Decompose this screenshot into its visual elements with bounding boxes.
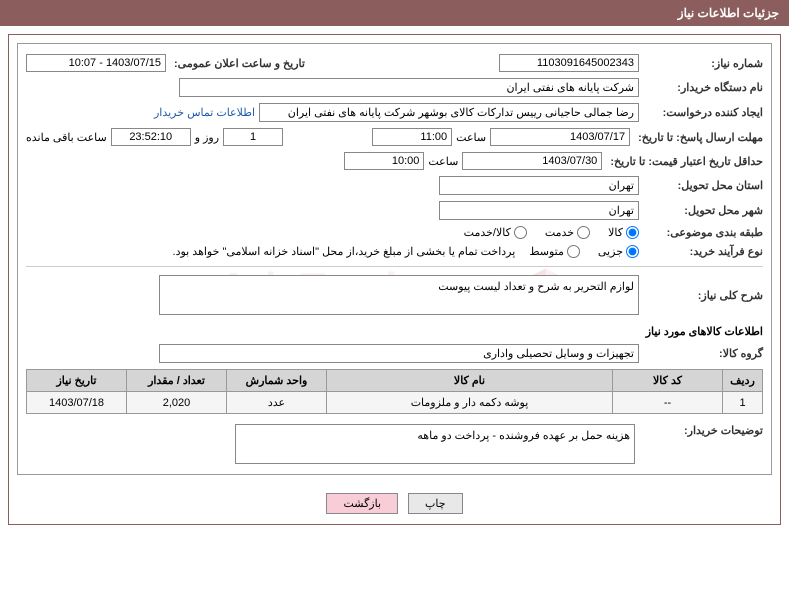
cell-code: -- (613, 392, 723, 414)
process-radio-group: جزیی متوسط (529, 245, 639, 258)
buyer-contact-link[interactable]: اطلاعات تماس خریدار (154, 106, 255, 119)
radio-both-input[interactable] (514, 226, 527, 239)
city-value: تهران (439, 201, 639, 220)
treasury-note: پرداخت تمام یا بخشی از مبلغ خرید،از محل … (173, 245, 526, 258)
remaining-label: ساعت باقی مانده (26, 131, 107, 144)
row-process: نوع فرآیند خرید: جزیی متوسط پرداخت تمام … (26, 245, 763, 258)
countdown-timer: 23:52:10 (111, 128, 191, 146)
announce-label: تاریخ و ساعت اعلان عمومی: (170, 57, 305, 70)
radio-medium[interactable]: متوسط (529, 245, 580, 258)
province-value: تهران (439, 176, 639, 195)
deadline-date: 1403/07/17 (490, 128, 630, 146)
back-button[interactable]: بازگشت (326, 493, 398, 514)
validity-time: 10:00 (344, 152, 424, 170)
page-header: جزئیات اطلاعات نیاز (0, 0, 789, 26)
need-no-label: شماره نیاز: (643, 57, 763, 70)
buyer-org-value: شرکت پایانه های نفتی ایران (179, 78, 639, 97)
row-city: شهر محل تحویل: تهران (26, 201, 763, 220)
radio-goods-input[interactable] (626, 226, 639, 239)
row-province: استان محل تحویل: تهران (26, 176, 763, 195)
days-and-label: روز و (195, 131, 219, 144)
row-requester: ایجاد کننده درخواست: رضا جمالی حاجیانی ر… (26, 103, 763, 122)
deadline-label: مهلت ارسال پاسخ: تا تاریخ: (634, 131, 763, 144)
group-label: گروه کالا: (643, 347, 763, 360)
cell-row: 1 (723, 392, 763, 414)
radio-service[interactable]: خدمت (545, 226, 590, 239)
validity-date: 1403/07/30 (462, 152, 602, 170)
row-remarks: توضیحات خریدار: هزینه حمل بر عهده فروشند… (26, 424, 763, 464)
radio-both[interactable]: کالا/خدمت (464, 226, 527, 239)
time-label-1: ساعت (456, 131, 486, 144)
validity-label: حداقل تاریخ اعتبار قیمت: تا تاریخ: (606, 155, 763, 168)
general-desc-value: لوازم التحریر به شرح و تعداد لیست پیوست (159, 275, 639, 315)
row-validity: حداقل تاریخ اعتبار قیمت: تا تاریخ: 1403/… (26, 152, 763, 170)
row-deadline: مهلت ارسال پاسخ: تا تاریخ: 1403/07/17 سا… (26, 128, 763, 146)
province-label: استان محل تحویل: (643, 179, 763, 192)
table-header-row: ردیف کد کالا نام کالا واحد شمارش تعداد /… (27, 370, 763, 392)
cell-name: پوشه دکمه دار و ملزومات (327, 392, 613, 414)
process-label: نوع فرآیند خرید: (643, 245, 763, 258)
radio-service-input[interactable] (577, 226, 590, 239)
table-row: 1 -- پوشه دکمه دار و ملزومات عدد 2,020 1… (27, 392, 763, 414)
radio-partial[interactable]: جزیی (598, 245, 639, 258)
radio-medium-input[interactable] (567, 245, 580, 258)
th-row: ردیف (723, 370, 763, 392)
deadline-time: 11:00 (372, 128, 452, 146)
remarks-value: هزینه حمل بر عهده فروشنده - پرداخت دو ما… (235, 424, 635, 464)
details-panel: AriaTender.net شماره نیاز: 1103091645002… (17, 43, 772, 475)
requester-value: رضا جمالی حاجیانی رییس تدارکات کالای بوش… (259, 103, 639, 122)
days-remaining: 1 (223, 128, 283, 146)
outer-frame: AriaTender.net شماره نیاز: 1103091645002… (8, 34, 781, 525)
category-radio-group: کالا خدمت کالا/خدمت (464, 226, 639, 239)
th-unit: واحد شمارش (227, 370, 327, 392)
page-title: جزئیات اطلاعات نیاز (678, 6, 779, 20)
items-table: ردیف کد کالا نام کالا واحد شمارش تعداد /… (26, 369, 763, 414)
need-no-value: 1103091645002343 (499, 54, 639, 72)
general-desc-label: شرح کلی نیاز: (643, 289, 763, 302)
th-qty: تعداد / مقدار (127, 370, 227, 392)
items-section-title: اطلاعات کالاهای مورد نیاز (26, 325, 763, 338)
radio-partial-input[interactable] (626, 245, 639, 258)
th-date: تاریخ نیاز (27, 370, 127, 392)
row-general-desc: شرح کلی نیاز: لوازم التحریر به شرح و تعد… (26, 275, 763, 315)
time-label-2: ساعت (428, 155, 458, 168)
th-name: نام کالا (327, 370, 613, 392)
th-code: کد کالا (613, 370, 723, 392)
print-button[interactable]: چاپ (408, 493, 463, 514)
remarks-label: توضیحات خریدار: (643, 424, 763, 437)
group-value: تجهیزات و وسایل تحصیلی واداری (159, 344, 639, 363)
button-row: چاپ بازگشت (9, 483, 780, 524)
radio-goods[interactable]: کالا (608, 226, 639, 239)
cell-date: 1403/07/18 (27, 392, 127, 414)
cell-unit: عدد (227, 392, 327, 414)
buyer-org-label: نام دستگاه خریدار: (643, 81, 763, 94)
row-buyer-org: نام دستگاه خریدار: شرکت پایانه های نفتی … (26, 78, 763, 97)
cell-qty: 2,020 (127, 392, 227, 414)
row-category: طبقه بندی موضوعی: کالا خدمت کالا/خدمت (26, 226, 763, 239)
category-label: طبقه بندی موضوعی: (643, 226, 763, 239)
row-group: گروه کالا: تجهیزات و وسایل تحصیلی واداری (26, 344, 763, 363)
requester-label: ایجاد کننده درخواست: (643, 106, 763, 119)
announce-value: 1403/07/15 - 10:07 (26, 54, 166, 72)
city-label: شهر محل تحویل: (643, 204, 763, 217)
row-need-no: شماره نیاز: 1103091645002343 تاریخ و ساع… (26, 54, 763, 72)
